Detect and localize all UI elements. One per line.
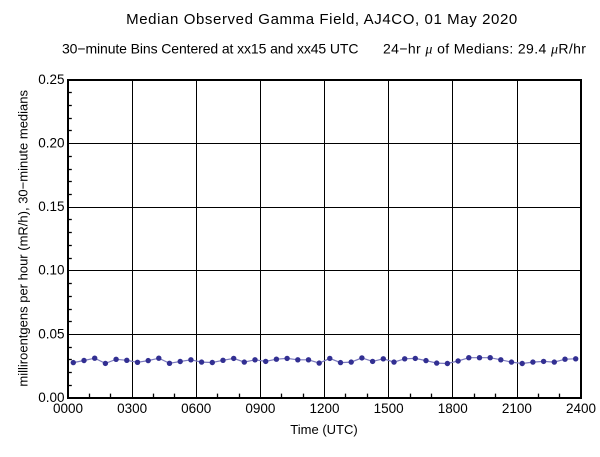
- svg-text:30−minute Bins Centered at xx1: 30−minute Bins Centered at xx15 and xx45…: [62, 41, 358, 57]
- svg-text:1500: 1500: [374, 401, 404, 416]
- svg-text:1800: 1800: [438, 401, 468, 416]
- svg-text:0300: 0300: [117, 401, 147, 416]
- svg-text:0.00: 0.00: [38, 390, 64, 405]
- svg-text:0.20: 0.20: [38, 136, 64, 151]
- svg-text:0.15: 0.15: [38, 199, 64, 214]
- svg-text:1200: 1200: [309, 401, 339, 416]
- svg-text:0600: 0600: [181, 401, 211, 416]
- svg-text:0000: 0000: [53, 401, 83, 416]
- svg-text:2100: 2100: [502, 401, 532, 416]
- svg-text:0.10: 0.10: [38, 263, 64, 278]
- svg-text:Time (UTC): Time (UTC): [290, 422, 357, 437]
- svg-text:milliroentgens per hour (mR/h): milliroentgens per hour (mR/h), 30−minut…: [16, 89, 31, 386]
- svg-text:Median Observed Gamma Field, A: Median Observed Gamma Field, AJ4CO, 01 M…: [126, 11, 518, 28]
- svg-text:0.05: 0.05: [38, 326, 64, 341]
- svg-text:2400: 2400: [566, 401, 596, 416]
- svg-text:24−hr μ of Medians: 29.4 μR/hr: 24−hr μ of Medians: 29.4 μR/hr: [383, 41, 586, 58]
- svg-text:0900: 0900: [245, 401, 275, 416]
- svg-text:0.25: 0.25: [38, 72, 64, 87]
